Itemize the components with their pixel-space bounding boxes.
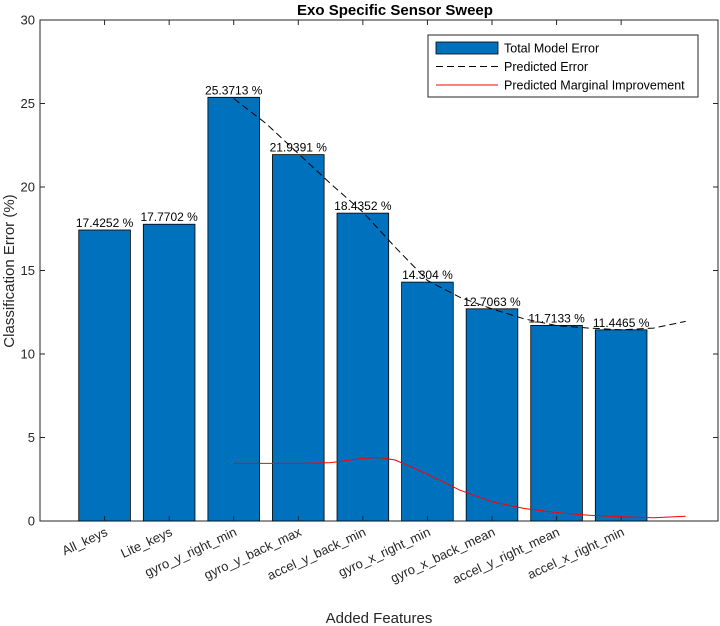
y-tick-label: 10: [21, 347, 35, 362]
y-tick-label: 30: [21, 13, 35, 28]
bar-accel_y_back_min: [336, 212, 390, 522]
bar-gyro_y_right_min: [207, 96, 260, 522]
bar-value-label: 17.4252 %: [76, 216, 134, 230]
bar-value-label: 25.3713 %: [205, 83, 263, 97]
legend-swatch-bar: [435, 41, 499, 55]
bar-All_keys: [78, 229, 131, 522]
bar-gyro_x_back_mean: [465, 308, 519, 522]
bar-value-label: 17.7702 %: [140, 210, 198, 224]
y-tick-label: 5: [28, 430, 35, 445]
legend-entry-label: Predicted Marginal Improvement: [504, 79, 685, 93]
bar-value-label: 12.7063 %: [463, 295, 521, 309]
bar-value-label: 21.9391 %: [270, 141, 328, 155]
legend: Total Model Error Predicted Error Predicte…: [427, 34, 699, 98]
x-tick-label: All_keys: [60, 524, 111, 558]
bar-value-label: 11.4465 %: [593, 316, 650, 330]
legend-entry-label: Total Model Error: [504, 42, 599, 56]
bar-value-label: 18.4352 %: [334, 199, 392, 213]
y-tick-label: 0: [28, 514, 35, 529]
y-tick-label: 15: [21, 263, 35, 278]
series-line-predicted-error: [233, 98, 686, 331]
series-line-predicted-marginal-improvement: [233, 456, 686, 519]
x-tick-label: accel_y_right_mean: [450, 524, 562, 587]
legend-entry-label: Predicted Error: [504, 60, 588, 74]
bar-gyro_y_back_max: [272, 154, 325, 522]
y-tick-label: 20: [21, 180, 35, 195]
y-axis-title: Classification Error (%): [1, 194, 18, 347]
bar-value-label: 11.7133 %: [528, 311, 585, 325]
bar-value-label: 14.304 %: [402, 268, 453, 282]
bar-accel_x_right_min: [594, 329, 648, 522]
x-axis-title: Added Features: [326, 610, 433, 626]
chart-title: Exo Specific Sensor Sweep: [297, 2, 493, 19]
bar-accel_y_right_mean: [530, 324, 583, 522]
y-tick-label: 25: [21, 96, 35, 111]
bar-gyro_x_right_min: [401, 281, 454, 522]
bar-Lite_keys: [142, 223, 196, 522]
